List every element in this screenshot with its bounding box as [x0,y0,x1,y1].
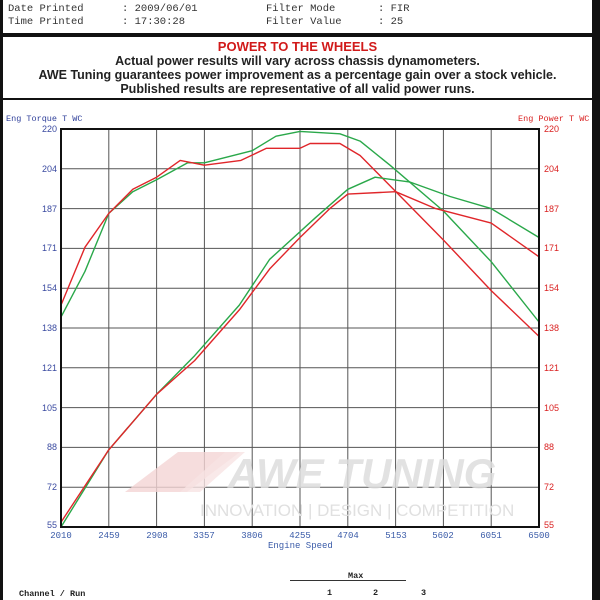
x-tick: 3806 [241,531,263,541]
legend-max-label: Max [348,571,364,581]
notice-title: POWER TO THE WHEELS [217,39,378,54]
y-tick-right: 154 [544,283,560,293]
y-tick-left: 55 [46,520,57,530]
y-tick-right: 72 [544,482,555,492]
y-tick-left: 105 [41,403,57,413]
notice-line-2: AWE Tuning guarantees power improvement … [38,68,557,82]
legend-col-1: 1 [327,588,333,598]
header-divider [0,33,600,37]
awe-watermark: AWE TUNING INNOVATION | DESIGN | COMPETI… [125,450,514,520]
x-tick: 2010 [50,531,72,541]
svg-text:AWE TUNING: AWE TUNING [227,450,496,497]
time-printed-value: : 17:30:28 [122,16,186,28]
y-tick-left: 154 [41,283,57,293]
y-tick-left: 88 [46,442,57,452]
right-border [592,0,600,600]
y-tick-right: 204 [544,164,560,174]
right-axis-title: Eng Power T WC [518,114,590,124]
time-printed-label: Time Printed [8,16,84,28]
svg-text:INNOVATION | DESIGN | COMPETIT: INNOVATION | DESIGN | COMPETITION [200,501,514,520]
filter-value-value: : 25 [378,16,404,28]
chart-curves [60,130,540,528]
filter-mode-value: : FIR [378,3,410,15]
y-tick-left: 220 [41,124,57,134]
x-tick: 5153 [385,531,407,541]
series-line [60,190,540,523]
plot-frame [60,128,540,528]
x-tick: 2908 [146,531,168,541]
notice-line-3: Published results are representative of … [120,82,475,96]
y-tick-left: 121 [41,363,57,373]
y-tick-left: 204 [41,164,57,174]
x-tick: 4255 [289,531,311,541]
print-info-header: Date Printed : 2009/06/01 Time Printed :… [3,0,592,32]
y-tick-left: 138 [41,323,57,333]
y-tick-left: 171 [41,243,57,253]
series-line [60,130,540,323]
x-tick: 5602 [432,531,454,541]
y-tick-right: 187 [544,204,560,214]
legend-channel-run-label: Channel / Run [19,589,86,599]
left-border [0,0,3,600]
x-axis-title: Engine Speed [268,541,333,551]
y-tick-right: 121 [544,363,560,373]
y-tick-right: 88 [544,442,555,452]
series-line [60,142,540,337]
x-tick: 2459 [98,531,120,541]
x-tick: 3357 [193,531,215,541]
legend-col-3: 3 [421,588,427,598]
y-tick-right: 220 [544,124,560,134]
y-tick-left: 187 [41,204,57,214]
legend-col-2: 2 [373,588,379,598]
notice-box: POWER TO THE WHEELS Actual power results… [3,37,592,98]
notice-divider [0,98,600,100]
x-tick: 6500 [528,531,550,541]
x-tick: 4704 [337,531,359,541]
date-printed-value: : 2009/06/01 [122,3,198,15]
y-tick-right: 55 [544,520,555,530]
y-tick-right: 171 [544,243,560,253]
legend-max-rule [290,580,406,581]
y-tick-right: 138 [544,323,560,333]
filter-value-label: Filter Value [266,16,342,28]
filter-mode-label: Filter Mode [266,3,336,15]
date-printed-label: Date Printed [8,3,84,15]
y-tick-left: 72 [46,482,57,492]
x-tick: 6051 [480,531,502,541]
notice-line-1: Actual power results will vary across ch… [115,54,480,68]
y-tick-right: 105 [544,403,560,413]
left-axis-title: Eng Torque T WC [6,114,83,124]
